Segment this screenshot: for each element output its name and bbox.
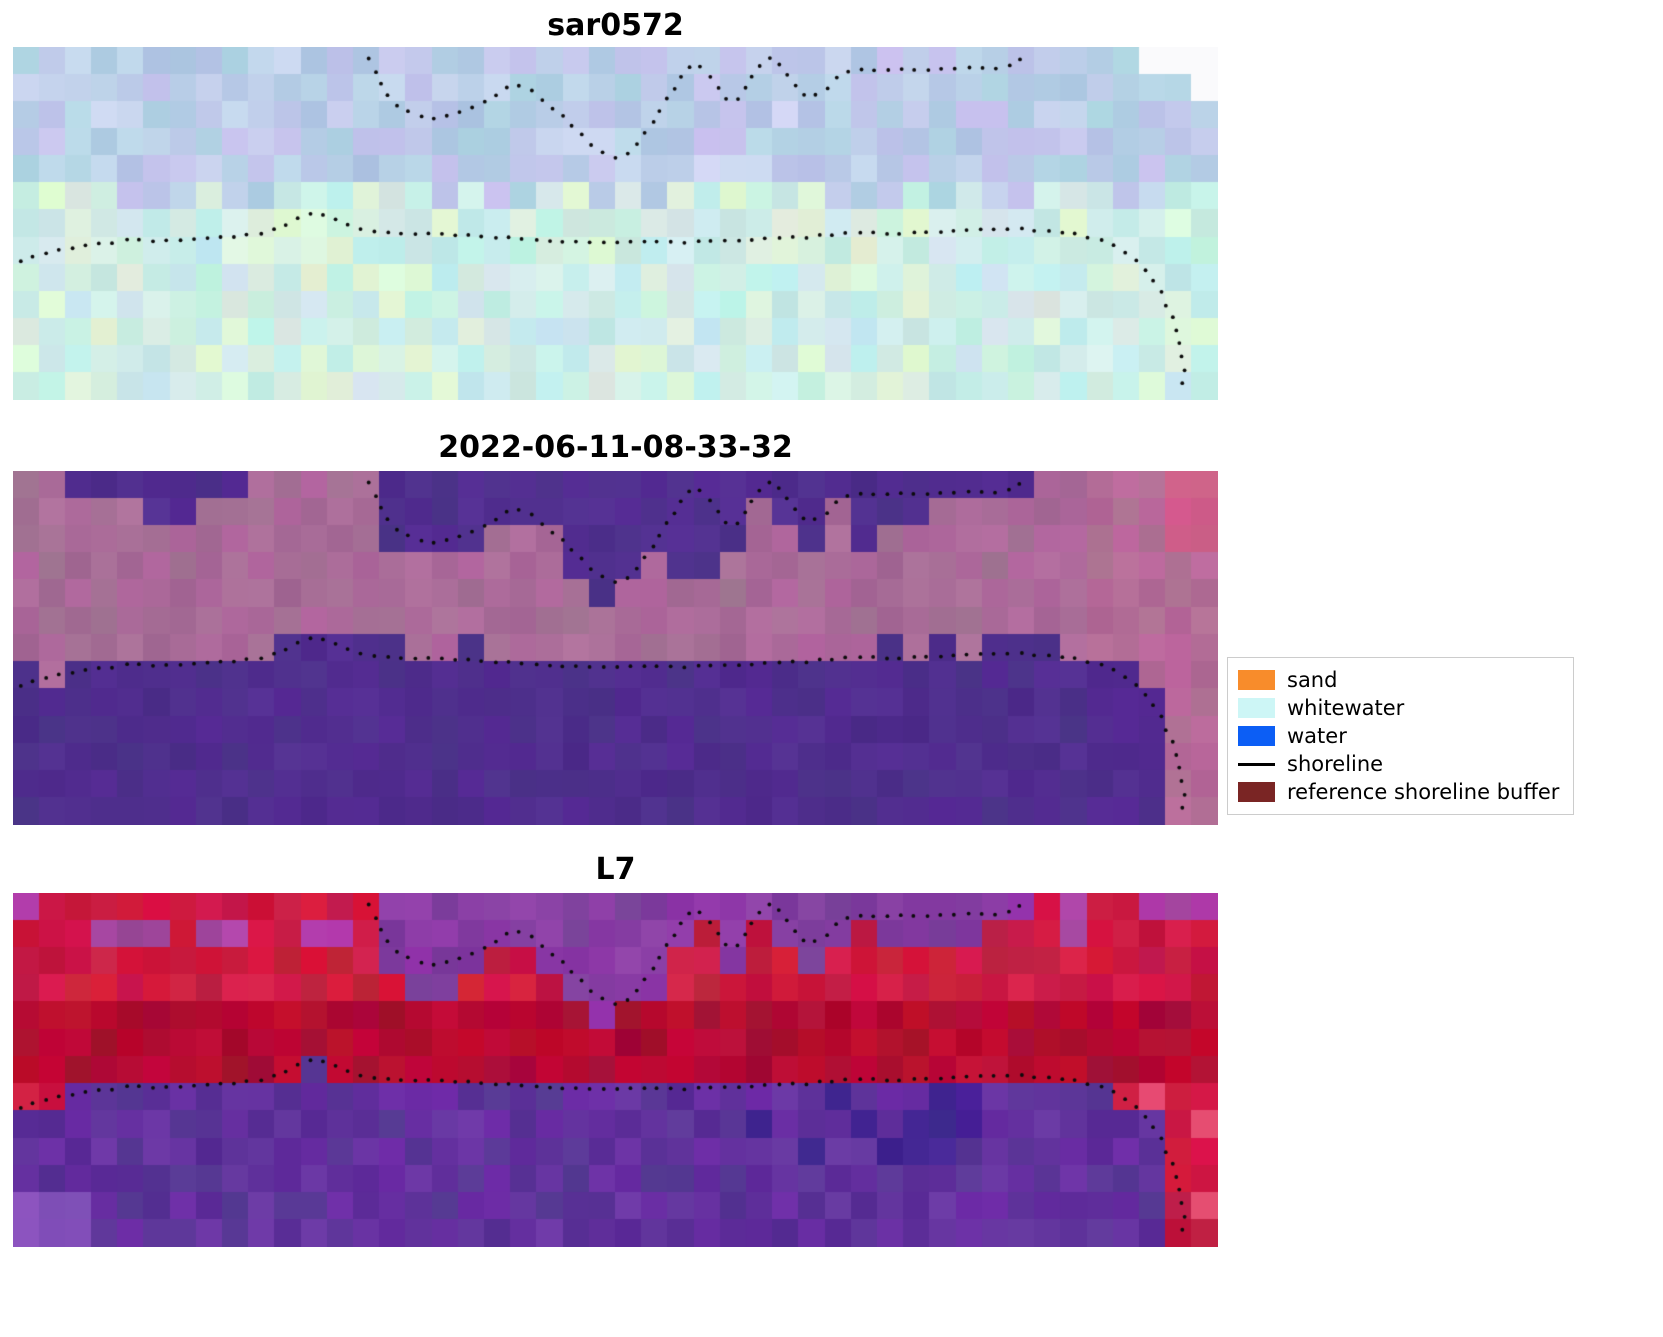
sar-image-canvas — [13, 47, 1218, 400]
legend-item-reference-buffer: reference shoreline buffer — [1238, 778, 1559, 806]
legend-item-sand: sand — [1238, 666, 1559, 694]
legend-label-reference-buffer: reference shoreline buffer — [1287, 780, 1560, 804]
panel-title-l7: L7 — [595, 852, 636, 887]
legend-label-water: water — [1287, 724, 1347, 748]
panel-title-classified: 2022-06-11-08-33-32 — [438, 430, 793, 465]
legend-item-whitewater: whitewater — [1238, 694, 1559, 722]
reference-buffer-swatch — [1238, 782, 1275, 802]
legend-item-shoreline: shoreline — [1238, 750, 1559, 778]
legend-label-shoreline: shoreline — [1287, 752, 1384, 776]
shoreline-swatch — [1238, 762, 1275, 766]
legend: sand whitewater water shoreline referenc… — [1227, 657, 1575, 815]
water-swatch — [1238, 726, 1275, 746]
sand-swatch — [1238, 670, 1275, 690]
l7-image-canvas — [13, 893, 1218, 1247]
classified-image-canvas — [13, 471, 1218, 825]
legend-item-water: water — [1238, 722, 1559, 750]
whitewater-swatch — [1238, 698, 1275, 718]
panel-title-sar: sar0572 — [547, 8, 684, 43]
legend-label-sand: sand — [1287, 668, 1338, 692]
legend-label-whitewater: whitewater — [1287, 696, 1405, 720]
